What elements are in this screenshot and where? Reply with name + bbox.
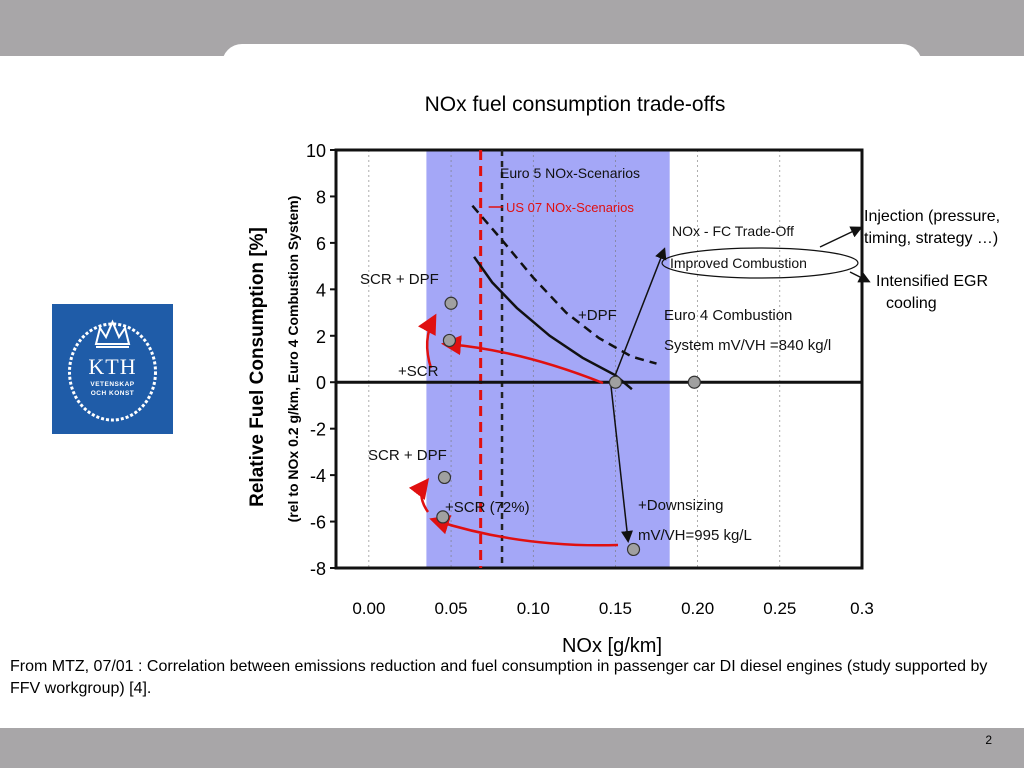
euro4-label-line2: System mV/VH =840 kg/l [664,337,831,354]
series-line [471,204,657,365]
x-tick-label: 0.3 [850,599,874,618]
y-tick-label: 4 [316,280,326,300]
data-points [436,296,701,557]
euro5-scenario-label: Euro 5 NOx-Scenarios [500,165,640,181]
improved-arrow [610,247,667,387]
injection-note-line2: timing, strategy …) [864,230,999,247]
dpf-label: +DPF [578,307,617,324]
slide-title: NOx fuel consumption trade-offs [424,93,726,116]
data-point [626,542,641,557]
x-tick-label: 0.15 [599,599,632,618]
x-axis-ticks: 0.00 0.05 0.10 0.15 0.20 0.25 0.3 [352,599,873,618]
logo-wordmark: KTH [88,354,137,379]
logo-line-1: VETENSKAP [90,381,135,388]
kth-logo: KTH VETENSKAP OCH KONST [52,304,173,434]
y-tick-label: 2 [316,327,326,347]
scr-lower-label: +SCR (72%) [445,499,530,516]
y-axis-label: Relative Fuel Consumption [%] [247,227,268,507]
injection-note-line1: Injection (pressure, [864,208,1001,225]
x-tick-label: 0.10 [517,599,550,618]
y-tick-label: -2 [310,420,326,440]
x-tick-label: 0.05 [435,599,468,618]
data-point [442,333,457,348]
data-point [437,470,452,485]
dpf-upper-arrow [418,313,437,369]
y-tick-label: -8 [310,559,326,579]
x-axis-label: NOx [g/km] [562,635,662,657]
improved-combustion-label: Improved Combustion [670,255,807,271]
chart-arrows [408,226,871,547]
kth-emblem-icon [68,319,157,422]
trade-off-label: NOx - FC Trade-Off [672,223,794,239]
euro4-label-line1: Euro 4 Combustion [664,307,792,324]
downsizing-red-arrow [429,515,619,547]
egr-note-line1: Intensified EGR [876,273,989,290]
data-point [608,375,623,389]
egr-note: Intensified EGR cooling [876,271,988,315]
data-point [687,375,701,389]
improved-combustion-circle [661,247,859,279]
us07-scenario-label: US 07 NOx-Scenarios [506,200,634,215]
x-tick-label: 0.20 [681,599,714,618]
downsizing-point-label: mV/VH=995 kg/L [638,527,752,544]
y-tick-label: 0 [316,373,326,393]
x-tick-label: 0.25 [763,599,796,618]
y-tick-label: 10 [306,141,326,161]
scr-arrow [441,335,604,385]
egr-arrow [849,271,871,283]
logo-line-2: OCH KONST [90,390,135,397]
injection-arrow [819,226,863,248]
footer-band [0,728,1024,768]
x-tick-label: 0.00 [352,599,385,618]
data-point [436,510,450,524]
y-tick-label: -4 [310,466,326,486]
dpf-lower-arrow [408,478,430,513]
y-axis-ticks: 10 8 6 4 2 0 -2 -4 -6 -8 [306,141,336,579]
scr-dpf-lower-label: SCR + DPF [368,447,447,464]
scenario-band [426,150,670,568]
slide-caption: From MTZ, 07/01 : Correlation between em… [10,658,988,697]
y-axis-sublabel: (rel to NOx 0.2 g/km, Euro 4 Combustion … [285,196,301,523]
egr-note-line2: cooling [886,295,937,312]
page-number: 2 [985,733,992,747]
reference-lines [479,150,504,568]
y-tick-label: 8 [316,187,326,207]
y-tick-label: 6 [316,234,326,254]
y-tick-label: -6 [310,513,326,533]
scr-dpf-upper-label: SCR + DPF [360,271,439,288]
downsizing-arrow [610,385,633,543]
injection-note: Injection (pressure, timing, strategy …) [864,206,1000,250]
downsizing-label: +Downsizing [638,497,723,514]
data-point [444,296,458,310]
scr-upper-label: +SCR [398,363,439,380]
plot-frame [334,148,864,570]
